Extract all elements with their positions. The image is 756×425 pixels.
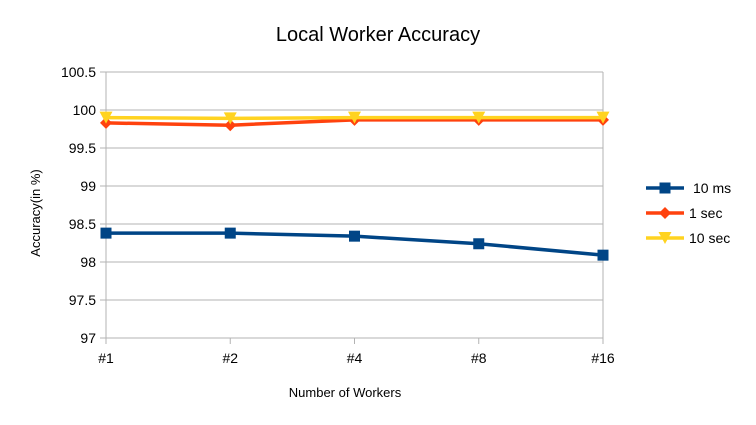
y-tick-label: 100 xyxy=(73,102,97,118)
y-tick-label: 98.5 xyxy=(69,216,96,232)
legend-label: 10 ms xyxy=(693,180,731,196)
legend-marker xyxy=(659,182,671,194)
legend-marker xyxy=(659,207,671,219)
gridlines xyxy=(106,71,603,339)
legend-label: 1 sec xyxy=(689,205,722,221)
x-tick-label: #16 xyxy=(591,350,615,366)
data-point xyxy=(472,111,486,124)
data-point xyxy=(224,119,237,132)
y-tick-label: 100.5 xyxy=(61,64,96,80)
x-axis-ticks: #1 #2 #4 #8 #16 xyxy=(98,338,615,366)
data-point xyxy=(597,249,609,261)
data-point xyxy=(223,112,237,125)
data-point xyxy=(348,111,361,124)
legend-label: 10 sec xyxy=(689,230,730,246)
x-axis-label: Number of Workers xyxy=(289,385,402,400)
data-point xyxy=(349,230,360,242)
data-point xyxy=(100,227,112,239)
x-tick-label: #1 xyxy=(98,350,114,366)
series-10-ms xyxy=(100,227,609,261)
data-point xyxy=(224,227,236,239)
legend-item: 10 sec xyxy=(646,230,730,246)
y-tick-label: 99.5 xyxy=(69,140,96,156)
series-10-sec xyxy=(99,111,610,125)
y-tick-label: 98 xyxy=(80,254,96,270)
y-axis-ticks: 97 97.5 98 98.5 99 99.5 100 100.5 xyxy=(61,64,106,346)
x-tick-label: #2 xyxy=(222,350,238,366)
x-tick-label: #4 xyxy=(347,350,363,366)
legend: 10 ms 1 sec 10 sec xyxy=(646,180,731,246)
x-tick-label: #8 xyxy=(471,350,487,366)
data-point xyxy=(99,111,113,124)
legend-item: 10 ms xyxy=(646,180,731,196)
chart-title: Local Worker Accuracy xyxy=(276,24,480,46)
y-tick-label: 97 xyxy=(80,330,96,346)
data-point xyxy=(473,238,485,250)
legend-item: 1 sec xyxy=(646,205,722,221)
data-point xyxy=(596,111,610,124)
series-layer xyxy=(99,111,610,261)
legend-marker xyxy=(658,232,672,244)
y-axis-label: Accuracy(in %) xyxy=(28,169,43,256)
y-tick-label: 99 xyxy=(80,178,96,194)
y-tick-label: 97.5 xyxy=(69,292,96,308)
